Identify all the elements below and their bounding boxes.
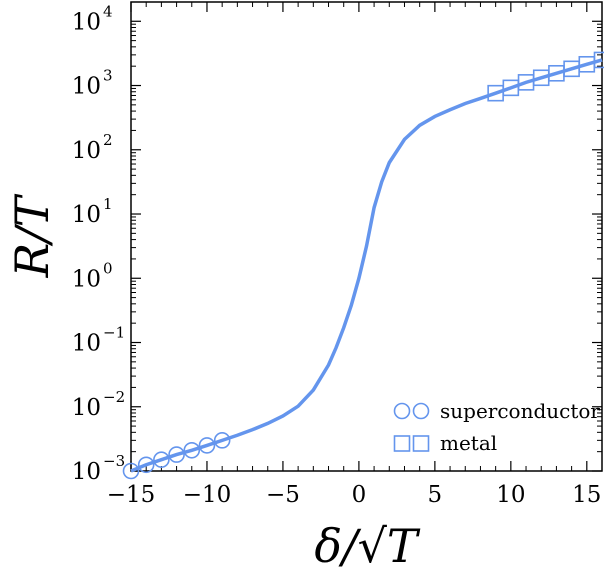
y-tick-label: 10 xyxy=(72,395,101,421)
legend-superconductor-label: superconductor xyxy=(440,399,600,423)
y-tick-label: 10 xyxy=(72,459,101,485)
x-tick-labels: −15 −10 −5 0 5 10 15 xyxy=(107,482,602,508)
y-tick-label: 10 xyxy=(72,331,101,357)
y-tick-label: 10 xyxy=(72,266,101,292)
y-axis-label: R/T xyxy=(5,193,59,278)
superconductor-point xyxy=(122,462,140,480)
y-tick-exponent: 3 xyxy=(103,67,113,85)
plot-frame xyxy=(130,1,603,472)
legend-square-marker xyxy=(412,435,430,452)
x-axis-label: δ/√T xyxy=(314,519,421,573)
superconductor-point xyxy=(198,437,216,454)
y-tick-exponent: −3 xyxy=(103,452,125,470)
legend-metal-label: metal xyxy=(440,431,497,455)
y-tick-label: 10 xyxy=(72,138,101,164)
x-tick-label: 0 xyxy=(352,482,367,508)
legend-circle-marker xyxy=(412,402,430,420)
superconductor-point xyxy=(153,451,170,468)
y-tick-label: 10 xyxy=(72,74,101,100)
x-tick-label: 15 xyxy=(572,482,601,508)
y-tick-label: 10 xyxy=(72,202,101,228)
x-tick-label: 10 xyxy=(496,482,525,508)
x-tick-label: −15 xyxy=(107,482,156,508)
axis-ticks xyxy=(130,2,603,472)
x-tick-label: −5 xyxy=(266,482,300,508)
legend-metal-marker xyxy=(393,435,430,452)
y-tick-exponent: 4 xyxy=(103,2,113,20)
y-tick-exponent: −2 xyxy=(103,388,125,406)
superconductor-point xyxy=(168,446,185,463)
y-tick-exponent: 1 xyxy=(103,195,113,213)
legend-square-marker xyxy=(393,435,411,452)
data-markers xyxy=(122,51,604,480)
x-tick-label: 5 xyxy=(428,482,443,508)
legend: superconductor metal xyxy=(393,399,600,455)
metal-point xyxy=(593,51,604,69)
fit-curve xyxy=(130,58,603,473)
x-tick-label: −10 xyxy=(183,482,232,508)
superconductor-point xyxy=(213,432,231,449)
y-tick-exponent: 0 xyxy=(103,259,113,277)
legend-circle-marker xyxy=(393,402,411,420)
superconductor-point xyxy=(183,441,201,459)
y-tick-exponent: 2 xyxy=(103,131,113,149)
legend-superconductor-marker xyxy=(393,402,430,420)
superconductor-point xyxy=(137,456,155,474)
y-tick-exponent: −1 xyxy=(103,324,125,342)
y-tick-label: 10 xyxy=(72,9,101,35)
